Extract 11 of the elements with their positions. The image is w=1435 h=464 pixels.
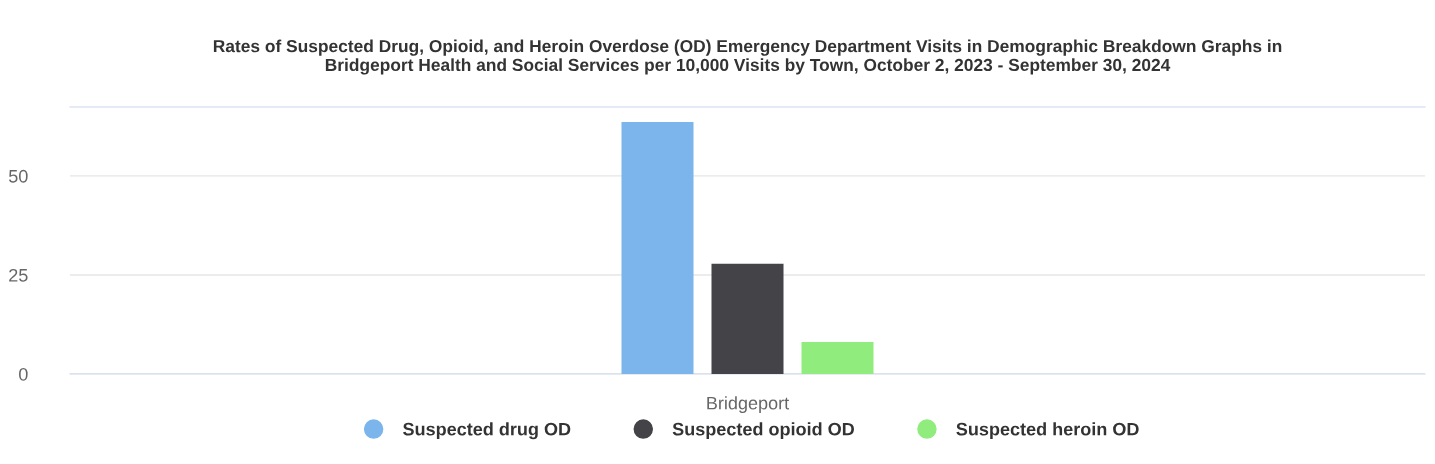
- x-tick-label: Bridgeport: [707, 396, 790, 414]
- y-tick-label: 25: [9, 268, 28, 282]
- y-tick-label: 50: [8, 169, 28, 183]
- legend-label: Suspected heroin OD: [956, 422, 1139, 440]
- legend-label: Suspected opioid OD: [672, 422, 854, 440]
- bar: [711, 263, 784, 374]
- y-tick-label: 0: [19, 367, 28, 381]
- bar: [801, 341, 874, 374]
- chart-title: Rates of Suspected Drug, Opioid, and Heroin Overdose (OD) Emergency Department Visits in Demographic Breakdown Graphs in Bridgeport Health and Social Services per 10,000 Visits by Town, October 2, 2023 - September 30, 2024: [213, 39, 1282, 75]
- bar: [621, 122, 694, 374]
- legend-label: Suspected drug OD: [403, 422, 571, 440]
